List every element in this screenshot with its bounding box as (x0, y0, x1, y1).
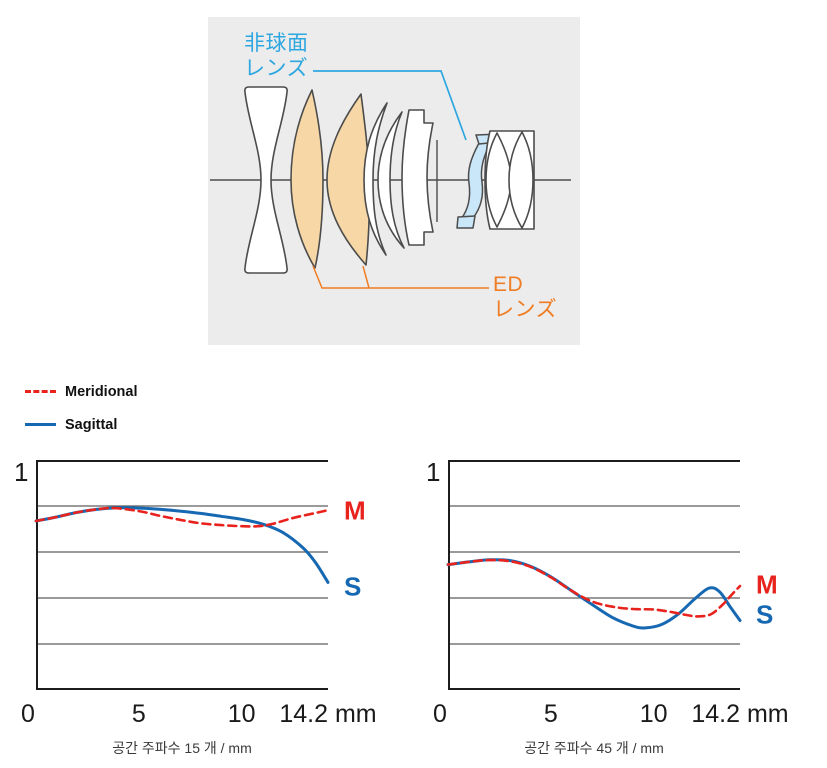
aspherical-label-line1: 非球面 (244, 32, 309, 55)
meridional-line-swatch (25, 390, 56, 393)
x-tick-label: 5 (131, 700, 146, 728)
lens-element-biconcave (244, 86, 288, 274)
legend-label-sagittal: Sagittal (65, 416, 118, 433)
x-tick-label: 5 (543, 700, 558, 728)
y-axis-top-label: 1 (426, 457, 441, 487)
y-axis-top-label: 1 (14, 457, 29, 487)
lens-diagram-svg (210, 70, 571, 289)
curve-end-label-s: S (344, 571, 362, 601)
legend-item-sagittal: Sagittal (25, 415, 138, 434)
x-tick-label: 10 (227, 700, 256, 728)
x-tick-label: 14.2 mm (691, 700, 789, 728)
x-tick-label: 0 (21, 700, 35, 728)
lens-rear-biconvex-2 (508, 131, 534, 229)
chart-caption: 공간 주파수 15 개 / mm (112, 740, 252, 756)
x-tick-label: 10 (639, 700, 668, 728)
x-tick-label: 14.2 mm (279, 700, 377, 728)
chart-caption: 공간 주파수 45 개 / mm (524, 740, 664, 756)
curve-sagittal (446, 558, 742, 630)
aspherical-leader-line (313, 70, 467, 141)
sagittal-line-swatch (25, 423, 56, 426)
lens-element-aspherical-bottom-flange (456, 215, 476, 229)
x-tick-label: 0 (433, 700, 447, 728)
mtf-chart-15lpmm: 1 0 5 10 14.2 mm M S 공간 주파수 15 개 / mm (14, 457, 377, 756)
lens-element-stepped (401, 109, 434, 246)
ed-label-line2: レンズ (493, 298, 558, 321)
lens-element-meniscus-1 (363, 102, 388, 256)
mtf-plot-45lpmm (446, 460, 742, 690)
legend-label-meridional: Meridional (65, 383, 138, 400)
aspherical-lens-label: 非球面 レンズ (244, 31, 309, 81)
mtf-plot-15lpmm (34, 460, 330, 690)
lens-diagram-panel (208, 17, 580, 345)
curve-end-label-m: M (756, 569, 778, 600)
ed-lens-label: ED レンズ (493, 272, 557, 322)
aspherical-label-line2: レンズ (244, 57, 309, 80)
mtf-legend: Meridional Sagittal (25, 382, 138, 448)
curve-end-label-s: S (756, 599, 774, 630)
lens-element-ed-1 (290, 89, 324, 269)
lens-element-ed-2 (326, 93, 371, 266)
curve-meridional (446, 558, 742, 618)
curve-end-label-m: M (344, 495, 366, 526)
ed-label-line1: ED (493, 273, 524, 296)
lens-element-meniscus-2 (377, 111, 405, 249)
curve-meridional (34, 506, 330, 528)
ed-leader-line (312, 265, 489, 289)
legend-item-meridional: Meridional (25, 382, 138, 401)
